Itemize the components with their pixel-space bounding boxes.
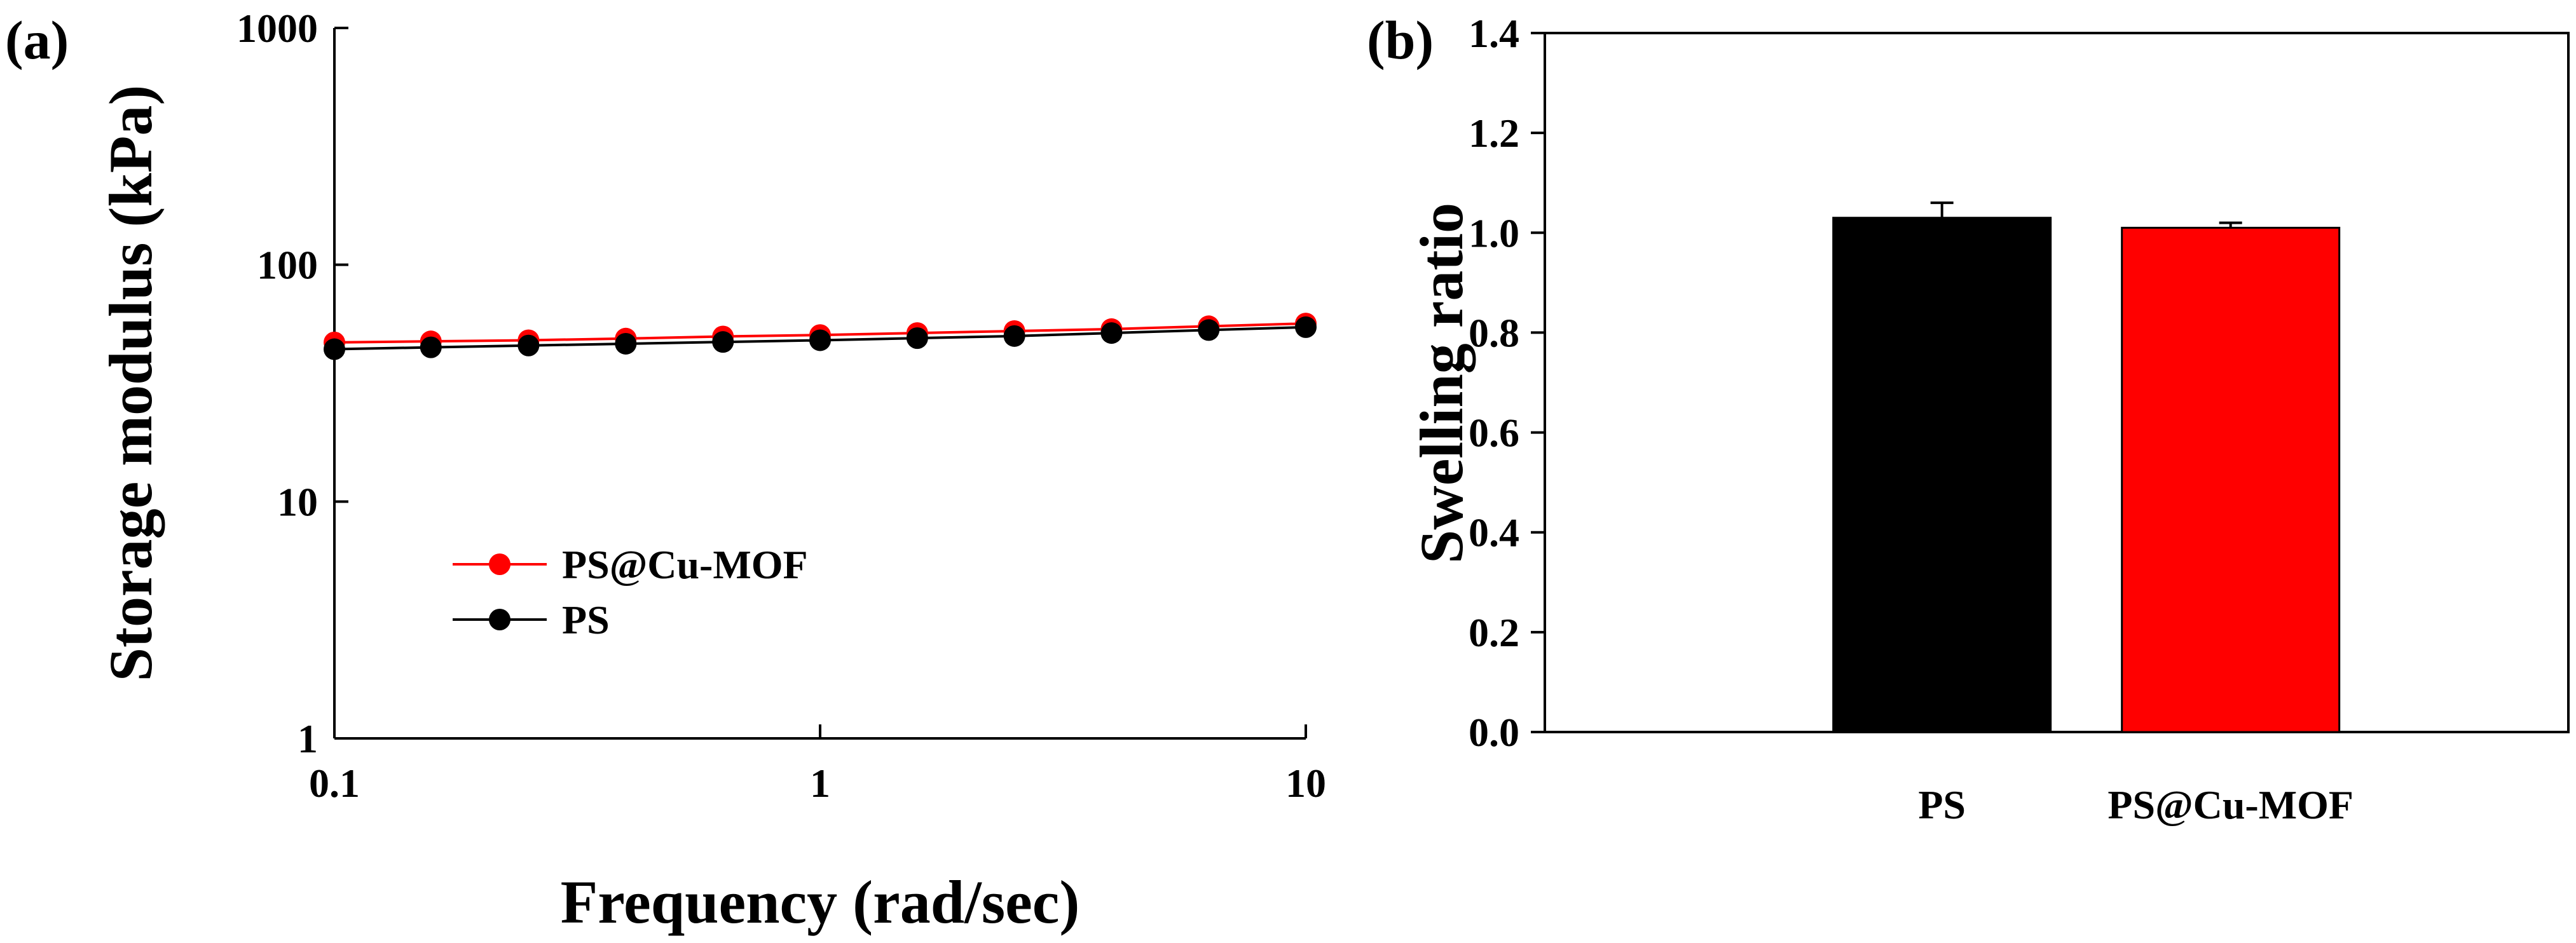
chart-a-y-tick-label: 1: [298, 716, 318, 761]
chart-b-category-label-ps-cu-mof: PS@Cu-MOF: [2107, 782, 2353, 827]
chart-b-y-axis-title: Swelling ratio: [1408, 203, 1476, 564]
chart-b-category-label-ps: PS: [1918, 782, 1966, 827]
chart-a-x-tick-label: 10: [1285, 761, 1326, 806]
chart-b-y-tick-label: 1.4: [1469, 11, 1519, 56]
chart-b-y-tick-label: 0.0: [1469, 710, 1519, 755]
chart-a-legend-marker-ps: [489, 609, 510, 630]
chart-a-point-ps: [517, 334, 540, 356]
chart-a-point-ps: [420, 336, 442, 358]
chart-a-point-ps: [615, 332, 637, 355]
panel-a-label: (a): [5, 10, 69, 71]
chart-b-plot-frame: [1544, 32, 2570, 733]
chart-a-point-ps: [1003, 325, 1025, 347]
chart-a-y-tick-label: 1000: [236, 6, 318, 51]
chart-b-bar-ps-cu-mof: [2121, 226, 2341, 733]
chart-a-x-tick-label: 1: [810, 761, 830, 806]
chart-b-y-tick-label: 1.0: [1469, 210, 1519, 255]
chart-a-legend-label-ps: PS: [562, 597, 610, 642]
chart-a-point-ps: [324, 338, 345, 360]
chart-a-point-ps: [809, 329, 831, 351]
chart-b-y-tick-label: 0.4: [1469, 510, 1519, 555]
chart-b-y-tick-label: 0.6: [1469, 410, 1519, 456]
panel-b-label: (b): [1367, 10, 1434, 71]
chart-b-bar-ps: [1832, 217, 2052, 733]
chart-a-y-axis-title: Storage modulus (kPa): [97, 85, 165, 682]
chart-b-swelling-ratio: 0.0 0.2 0.4 0.6 0.8 1.0 1.2 1.4 PS PS@Cu-MOF Swe…: [1408, 11, 2570, 827]
chart-a-point-ps: [1198, 319, 1220, 341]
chart-a-point-ps: [906, 327, 928, 349]
chart-a-y-tick-label: 100: [257, 243, 318, 288]
chart-a-legend-label-ps-cu-mof: PS@Cu-MOF: [562, 542, 808, 587]
chart-a-point-ps: [1100, 322, 1123, 344]
chart-a-legend-marker-ps-cu-mof: [489, 553, 510, 575]
chart-a-legend: PS@Cu-MOF PS: [453, 542, 808, 642]
chart-a-x-tick-label: 0.1: [309, 761, 360, 806]
chart-b-y-tick-label: 1.2: [1469, 111, 1519, 156]
chart-b-y-tick-label: 0.2: [1469, 610, 1519, 655]
chart-a-point-ps: [1295, 316, 1317, 338]
chart-a-y-tick-label: 10: [277, 479, 318, 524]
chart-a-x-axis-title: Frequency (rad/sec): [561, 868, 1080, 936]
chart-a-point-ps: [712, 331, 734, 353]
chart-b-y-tick-label: 0.8: [1469, 310, 1519, 355]
